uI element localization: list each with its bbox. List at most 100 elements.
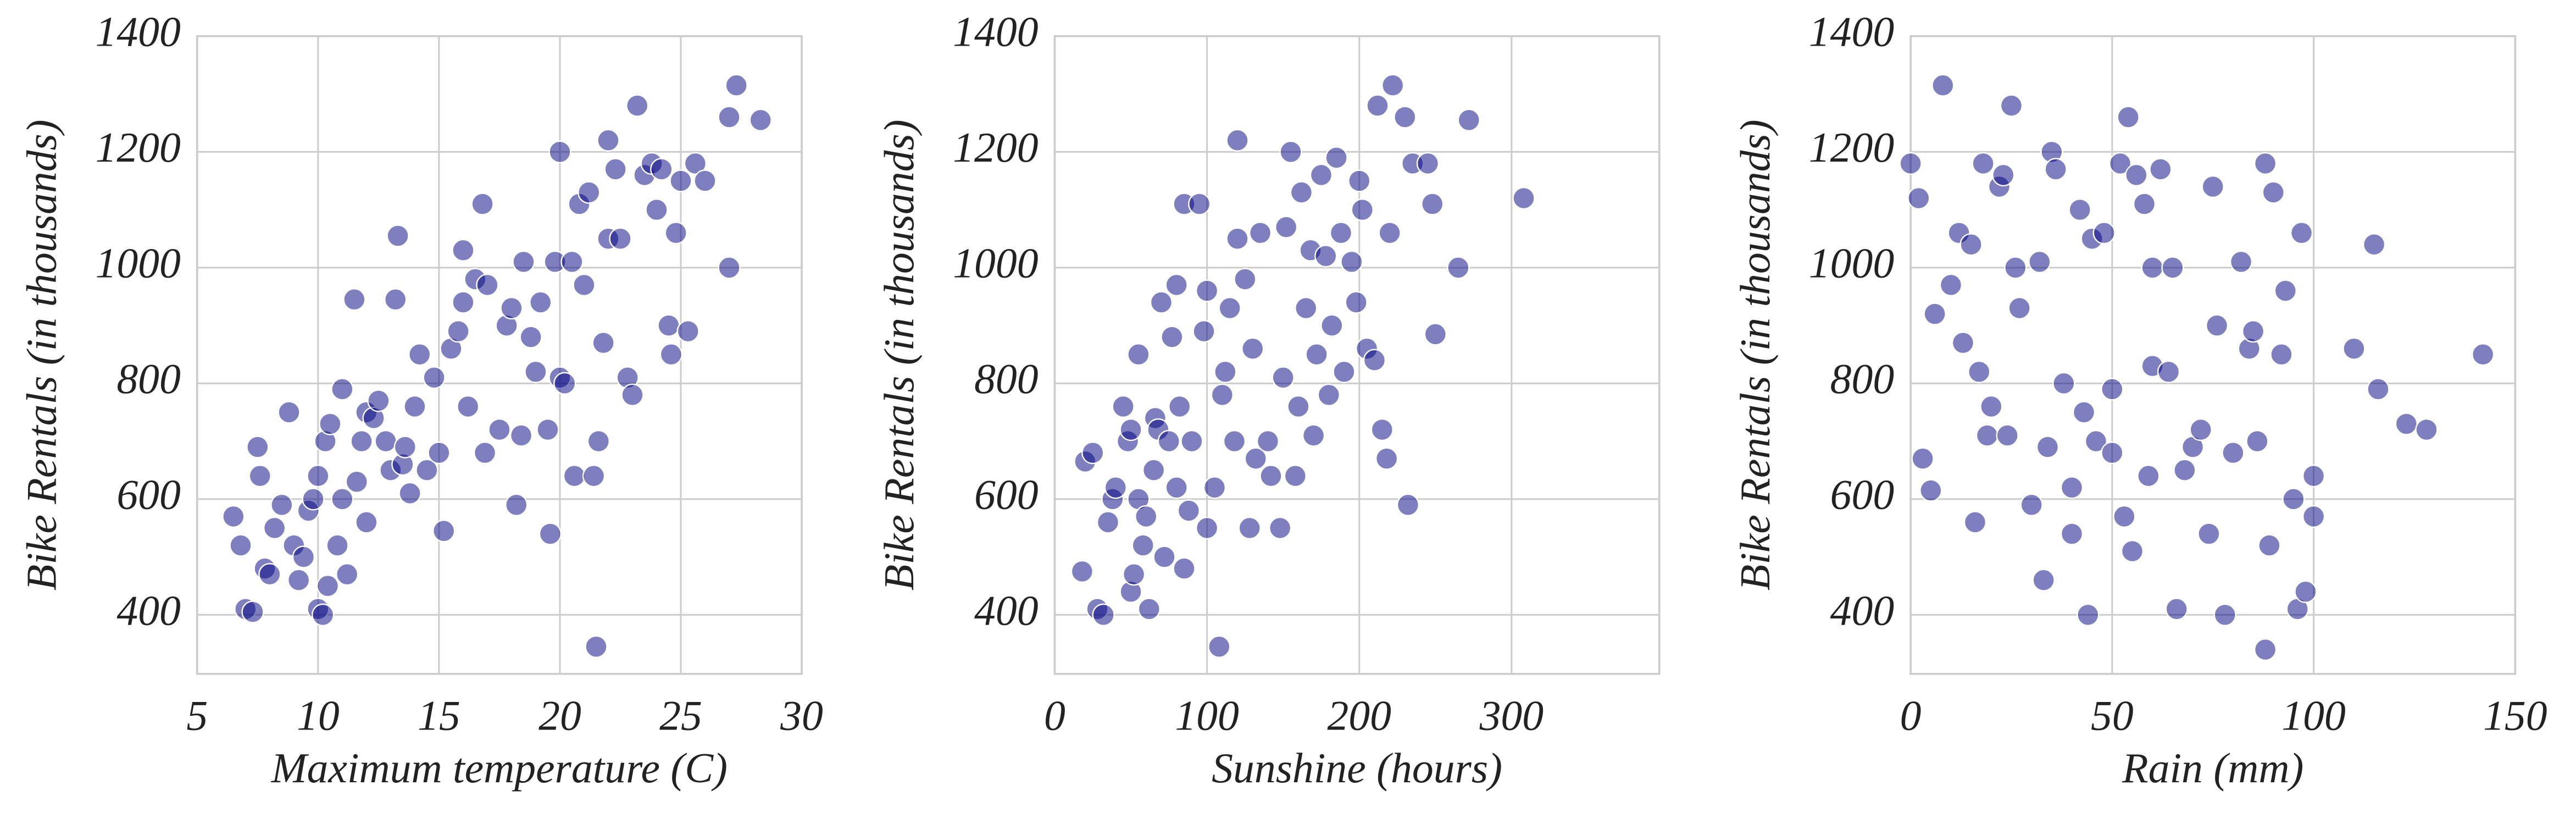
- point: [488, 418, 511, 441]
- point: [650, 158, 673, 181]
- point: [1968, 360, 1991, 383]
- point: [2222, 441, 2245, 465]
- point: [512, 250, 535, 273]
- x-axis-label: Rain (mm): [2122, 744, 2303, 792]
- y-tick-label: 600: [974, 471, 1039, 518]
- y-tick-label: 1400: [95, 8, 180, 56]
- point: [292, 545, 315, 568]
- point: [2072, 401, 2096, 424]
- point: [657, 314, 680, 337]
- axes-frame: [1909, 35, 2517, 675]
- point: [2213, 603, 2236, 627]
- point: [423, 366, 446, 389]
- plot-area: [197, 36, 802, 674]
- point: [2282, 488, 2305, 511]
- point: [326, 534, 349, 557]
- point: [1963, 511, 1987, 534]
- point: [1951, 331, 1975, 355]
- point: [2270, 343, 2293, 366]
- x-tick-label: 10: [297, 692, 340, 739]
- point: [1137, 598, 1161, 621]
- point: [1333, 360, 1356, 383]
- point: [1329, 222, 1353, 245]
- point: [1122, 563, 1146, 586]
- point: [457, 395, 480, 418]
- y-axis-label: Bike Rentals (in thousands): [875, 119, 923, 590]
- point: [2161, 256, 2184, 279]
- point: [578, 181, 601, 204]
- point: [1195, 279, 1219, 302]
- x-tick-label: 0: [1044, 692, 1065, 739]
- point: [1287, 395, 1310, 418]
- y-tick-label: 800: [974, 355, 1039, 402]
- plot-area: [1054, 36, 1659, 674]
- point: [2253, 152, 2277, 175]
- y-tick-label: 1000: [1809, 240, 1894, 287]
- point: [2294, 580, 2317, 603]
- point: [1256, 430, 1280, 453]
- point: [1421, 192, 1444, 215]
- point: [2020, 493, 2043, 517]
- x-tick-label: 200: [1327, 692, 1391, 739]
- point: [725, 74, 748, 97]
- point: [1381, 74, 1404, 97]
- point: [2101, 441, 2124, 465]
- point: [519, 325, 542, 349]
- point: [1081, 441, 1104, 465]
- axes-frame: [196, 35, 803, 675]
- point: [229, 534, 252, 557]
- point: [669, 169, 692, 192]
- y-tick-label: 1400: [953, 8, 1038, 56]
- y-tick-label: 1200: [95, 124, 180, 171]
- point: [2262, 181, 2285, 204]
- point: [374, 430, 397, 453]
- point: [270, 493, 293, 517]
- point: [2173, 458, 2196, 482]
- point: [398, 482, 421, 505]
- point: [2077, 603, 2100, 627]
- point: [1396, 493, 1420, 517]
- point: [2092, 222, 2116, 245]
- x-tick-label: 300: [1479, 692, 1544, 739]
- point: [2133, 192, 2156, 215]
- x-tick-label: 15: [418, 692, 460, 739]
- y-tick-label: 1200: [953, 124, 1038, 171]
- point: [2290, 222, 2313, 245]
- point: [2117, 106, 2140, 129]
- point: [553, 372, 576, 395]
- point: [2197, 522, 2220, 545]
- point: [1992, 163, 2015, 187]
- point: [2189, 418, 2212, 441]
- point: [749, 108, 772, 132]
- point: [548, 140, 571, 163]
- point: [1153, 545, 1176, 568]
- point: [1142, 458, 1165, 482]
- point: [415, 458, 438, 482]
- point: [563, 465, 586, 488]
- point: [2302, 465, 2325, 488]
- point: [1150, 291, 1173, 314]
- point: [1173, 557, 1196, 580]
- point: [331, 378, 354, 401]
- point: [2137, 465, 2160, 488]
- point: [1070, 560, 1093, 583]
- point: [1284, 465, 1307, 488]
- y-tick-label: 400: [974, 587, 1039, 634]
- point: [524, 360, 547, 383]
- point: [1317, 383, 1340, 407]
- point: [1939, 273, 1963, 297]
- point: [2362, 233, 2386, 256]
- point: [1972, 152, 1995, 175]
- y-tick-label: 1000: [953, 240, 1038, 287]
- axes-frame: [1053, 35, 1661, 675]
- point: [1177, 499, 1200, 522]
- point: [2120, 540, 2144, 563]
- y-tick-label: 600: [1830, 471, 1895, 518]
- point: [2044, 158, 2067, 181]
- point: [1238, 516, 1261, 540]
- point: [336, 563, 359, 586]
- point: [1512, 186, 1535, 210]
- point: [447, 319, 470, 343]
- x-tick-label: 100: [1175, 692, 1239, 739]
- point: [1214, 360, 1237, 383]
